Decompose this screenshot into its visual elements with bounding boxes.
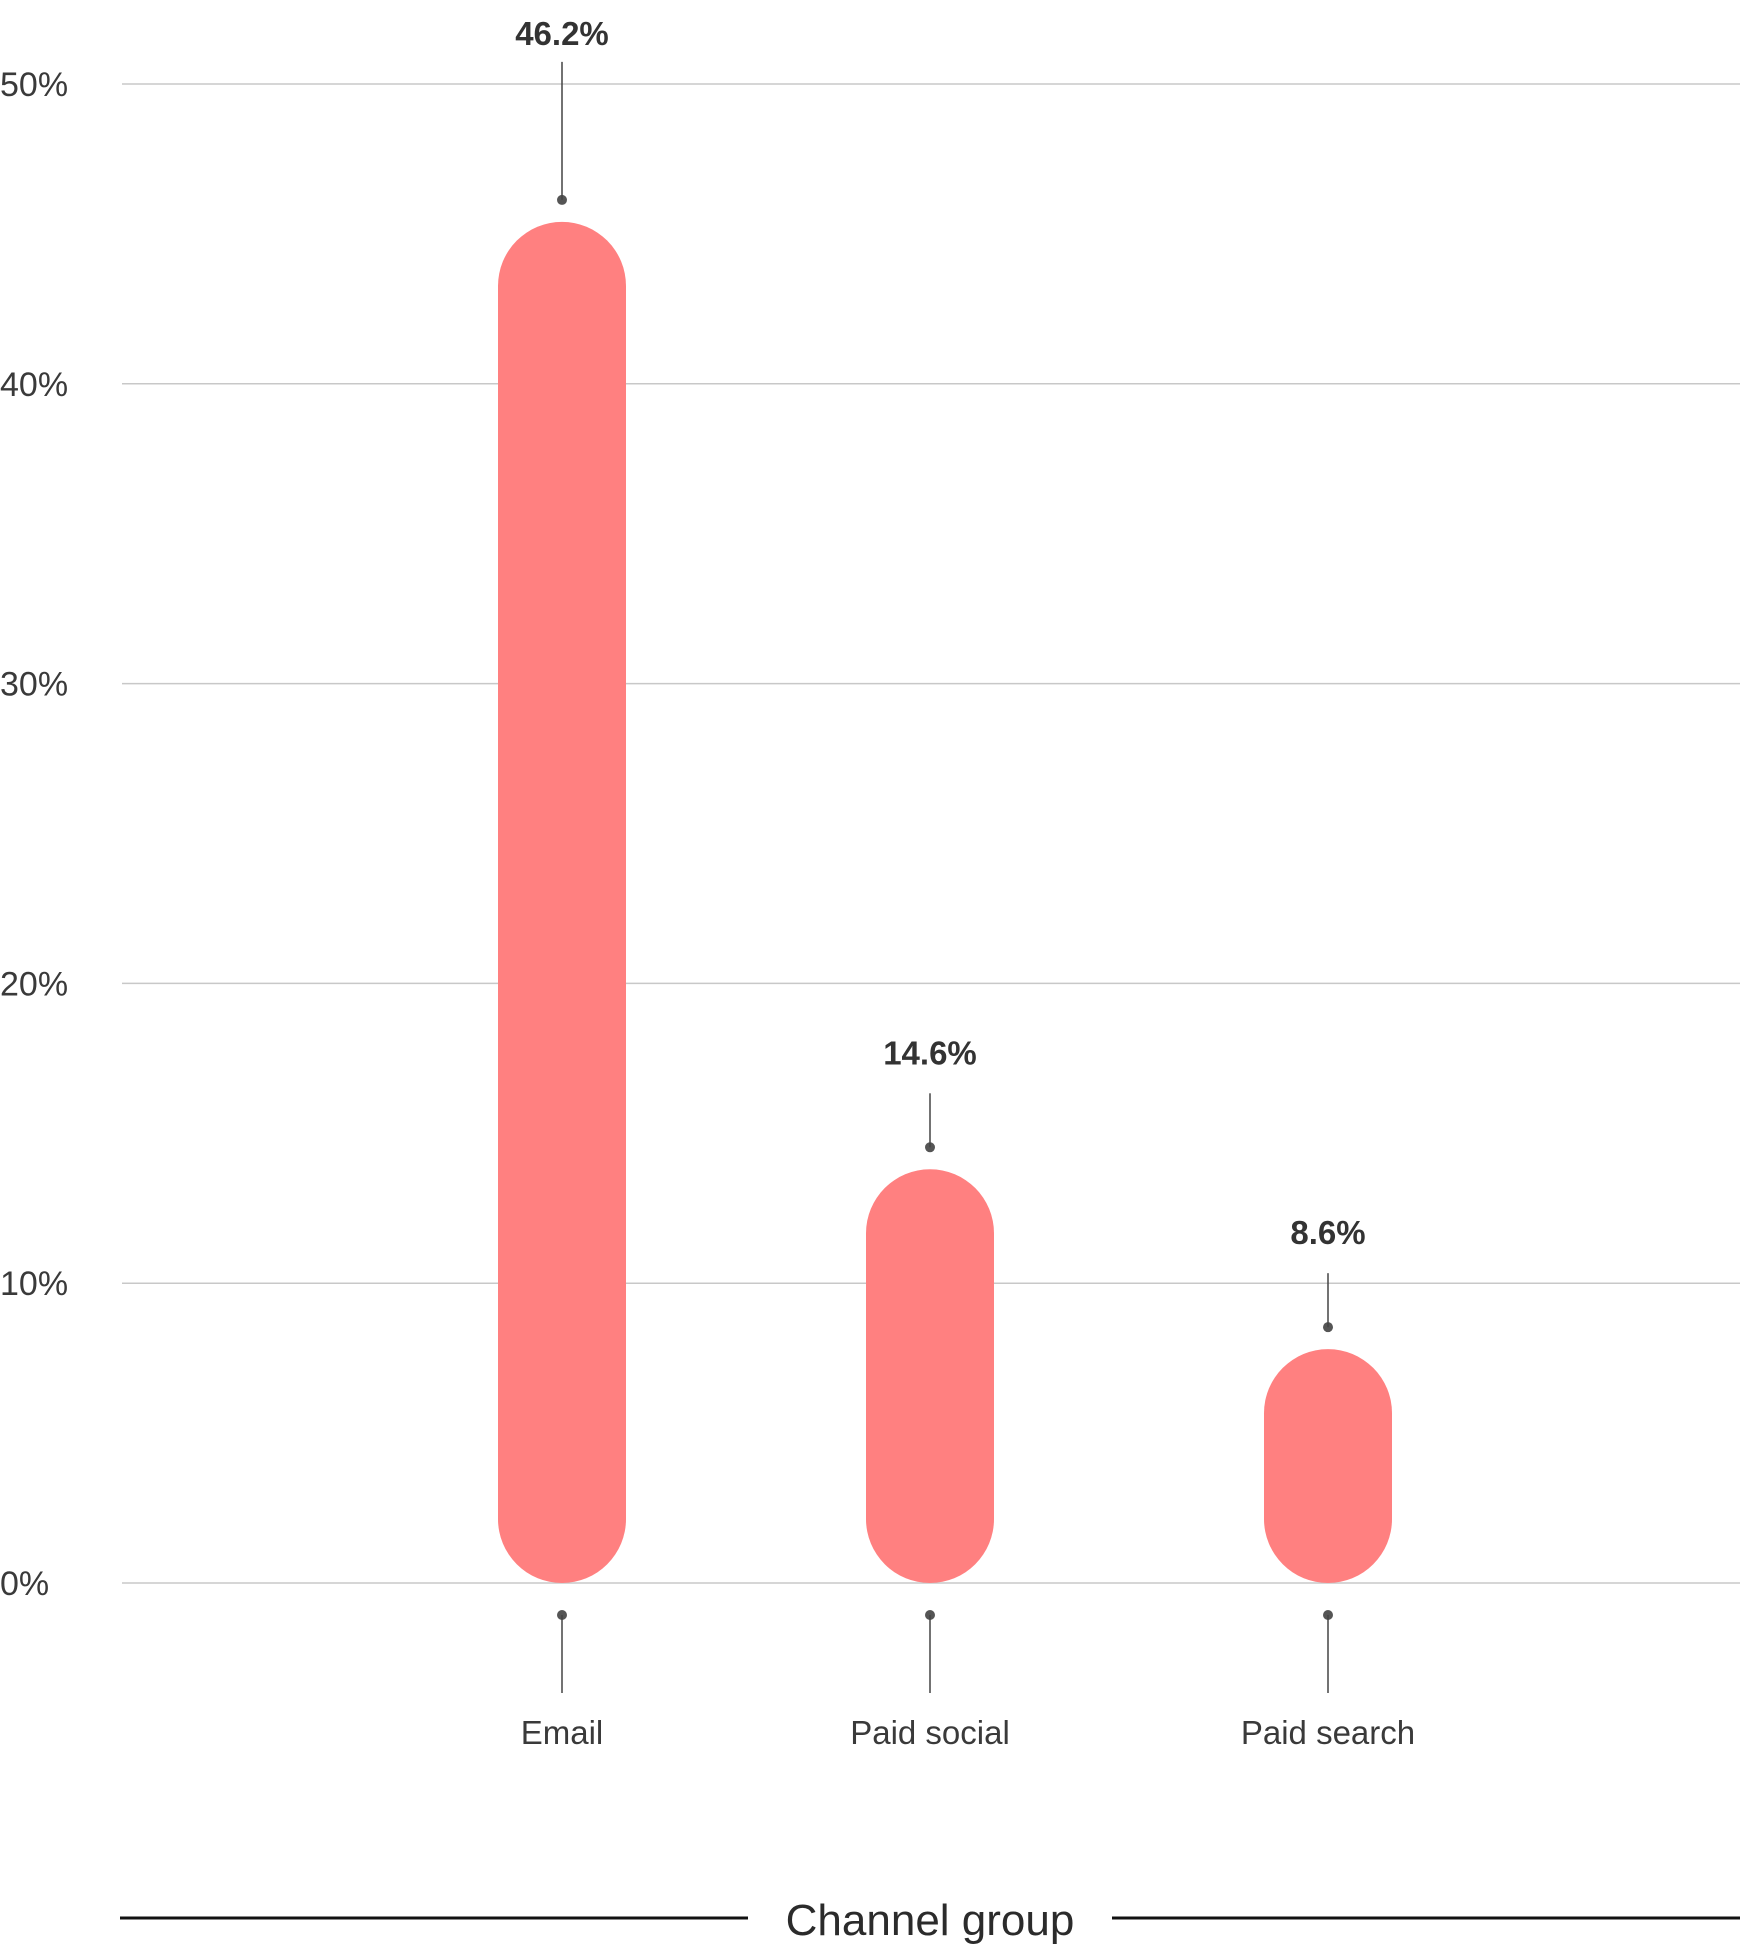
category-label-paid-social: Paid social: [850, 1714, 1010, 1751]
y-axis-tick-labels: 0% 10% 20% 30% 40% 50%: [0, 66, 68, 1603]
x-axis-title-group: Channel group: [120, 1896, 1740, 1945]
value-label-paid-social: 14.6%: [883, 1034, 977, 1071]
y-tick-label-50: 50%: [0, 66, 68, 104]
value-annotations: 46.2% 14.6% 8.6%: [515, 15, 1366, 1333]
bar-paid-search: [1264, 1349, 1392, 1583]
y-tick-label-10: 10%: [0, 1265, 68, 1303]
category-label-email: Email: [521, 1714, 604, 1751]
bar-paid-social: [866, 1169, 994, 1583]
bars: [498, 221, 1392, 1584]
x-axis-category-labels: Email Paid social Paid search: [521, 1610, 1415, 1751]
y-tick-label-0: 0%: [0, 1565, 49, 1603]
value-label-paid-search: 8.6%: [1290, 1214, 1365, 1251]
y-tick-label-20: 20%: [0, 965, 68, 1003]
bar-email: [498, 221, 626, 1584]
x-axis-title: Channel group: [786, 1896, 1075, 1945]
y-tick-label-30: 30%: [0, 666, 68, 704]
y-tick-label-40: 40%: [0, 366, 68, 404]
value-label-email: 46.2%: [515, 15, 609, 52]
category-label-paid-search: Paid search: [1241, 1714, 1415, 1751]
gridlines: [122, 83, 1740, 1584]
